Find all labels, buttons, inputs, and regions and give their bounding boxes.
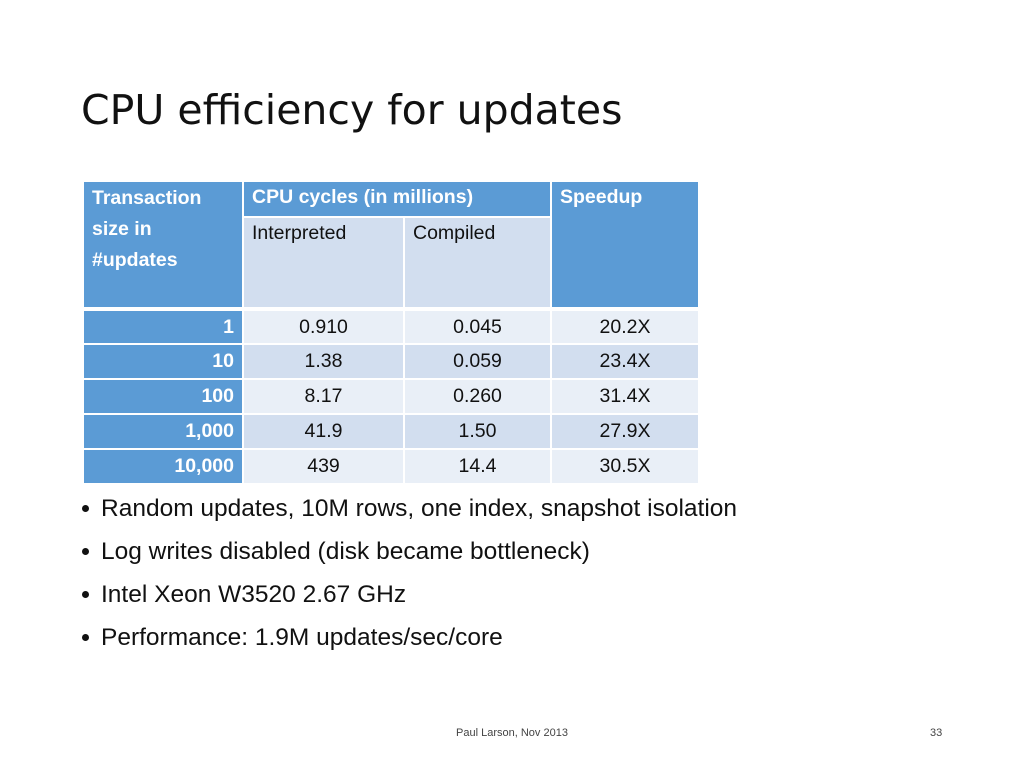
row-size: 1,000 [82,413,244,450]
cell-compiled: 0.045 [403,308,552,345]
bullet-text: Performance: 1.9M updates/sec/core [101,623,503,651]
table-header-row: Transaction size in #updates CPU cycles … [82,180,700,310]
bullet-text: Intel Xeon W3520 2.67 GHz [101,580,407,608]
header-interpreted: Interpreted [242,216,405,310]
bullet-item: Intel Xeon W3520 2.67 GHz [80,573,737,616]
page-number: 33 [930,727,943,739]
cell-speedup: 30.5X [550,448,700,485]
cell-interpreted: 1.38 [242,343,405,380]
table-row: 1,000 41.9 1.50 27.9X [82,413,700,450]
table-row: 100 8.17 0.260 31.4X [82,378,700,415]
cell-interpreted: 439 [242,448,405,485]
slide-title: CPU efficiency for updates [81,86,623,134]
cell-speedup: 23.4X [550,343,700,380]
cell-speedup: 27.9X [550,413,700,450]
bullet-list: Random updates, 10M rows, one index, sna… [80,487,737,659]
bullet-dot-icon [82,548,89,555]
table-subheader-row: Interpreted Compiled [83,216,699,310]
bullet-item: Random updates, 10M rows, one index, sna… [80,487,737,530]
cell-speedup: 31.4X [550,378,700,415]
table-row: 1 0.910 0.045 20.2X [82,308,700,345]
header-cpu-cycles: CPU cycles (in millions) [242,180,552,218]
header-compiled: Compiled [403,216,552,310]
row-size: 100 [82,378,244,415]
table-row: 10,000 439 14.4 30.5X [82,448,700,485]
row-size: 10,000 [82,448,244,485]
cell-compiled: 0.059 [403,343,552,380]
row-size: 1 [82,308,244,345]
cell-interpreted: 0.910 [242,308,405,345]
cell-interpreted: 8.17 [242,378,405,415]
row-size: 10 [82,343,244,380]
cell-compiled: 14.4 [403,448,552,485]
bullet-dot-icon [82,505,89,512]
bullet-text: Random updates, 10M rows, one index, sna… [101,494,738,522]
results-table: Transaction size in #updates CPU cycles … [82,180,700,485]
table-row: 10 1.38 0.059 23.4X [82,343,700,380]
bullet-dot-icon [82,591,89,598]
cell-compiled: 0.260 [403,378,552,415]
bullet-text: Log writes disabled (disk became bottlen… [101,537,590,565]
header-transaction-size: Transaction size in #updates [82,180,244,310]
bullet-dot-icon [82,634,89,641]
bullet-item: Log writes disabled (disk became bottlen… [80,530,737,573]
header-speedup: Speedup [550,180,700,310]
cell-compiled: 1.50 [403,413,552,450]
cell-interpreted: 41.9 [242,413,405,450]
cell-speedup: 20.2X [550,308,700,345]
bullet-item: Performance: 1.9M updates/sec/core [80,616,737,659]
slide-footer: Paul Larson, Nov 2013 [456,727,568,739]
